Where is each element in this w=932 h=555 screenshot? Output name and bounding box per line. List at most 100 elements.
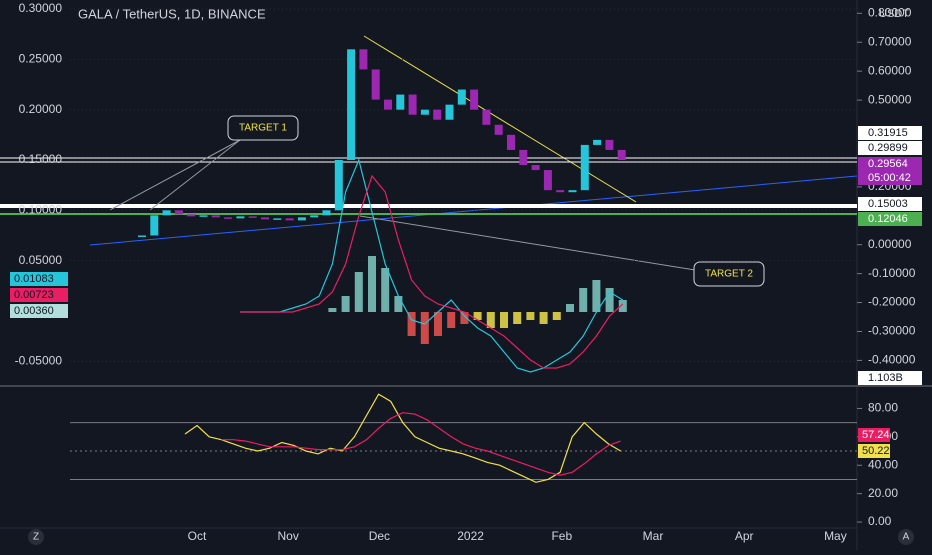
callout-line	[359, 215, 696, 271]
candle	[593, 139, 602, 145]
button[interactable]	[898, 529, 914, 545]
histogram-bar	[341, 296, 350, 312]
histogram-bar	[618, 300, 627, 312]
y-tick-label: 0.00	[868, 514, 892, 528]
price-tag-label: 0.12046	[868, 213, 908, 225]
histogram-bar	[592, 280, 601, 312]
y2-tick-label: 0.60000	[868, 63, 912, 77]
price-tag	[858, 157, 922, 171]
candle	[457, 89, 466, 105]
candle	[507, 134, 515, 150]
y-tick-label: 0.25000	[19, 52, 63, 66]
candle	[261, 217, 269, 220]
callout-box	[227, 115, 299, 141]
histogram-bar	[354, 272, 363, 312]
y2-tick-label: 0.50000	[868, 92, 912, 106]
candle	[150, 215, 159, 236]
candle	[310, 215, 319, 218]
candle	[322, 210, 331, 216]
histogram-bar	[579, 288, 588, 312]
candle	[347, 49, 356, 160]
histogram-bar	[473, 312, 482, 320]
y2-tick-label: 0.70000	[868, 34, 912, 48]
footer-right[interactable]: A	[903, 532, 910, 543]
footer-left[interactable]: Z	[33, 532, 39, 543]
candle	[605, 139, 614, 150]
chart-title: GALA / TetherUS, 1D, BINANCE	[78, 6, 266, 21]
histogram-bar	[605, 288, 614, 312]
trendline	[363, 35, 637, 203]
x-tick-label: Nov	[278, 529, 299, 543]
y-tick-label: 40.00	[868, 457, 898, 471]
callout-box	[693, 261, 765, 287]
candle	[174, 210, 183, 215]
x-tick-label: Dec	[369, 529, 390, 543]
y-tick-label: 0.05000	[19, 253, 63, 267]
macd-line	[240, 174, 624, 369]
y2-tick-label: 0.80000	[868, 5, 912, 19]
histogram-bar	[460, 312, 469, 324]
y2-tick-label: -0.30000	[868, 324, 916, 338]
candle	[236, 216, 245, 219]
candle	[199, 215, 208, 217]
rsi-line	[184, 393, 621, 483]
price-tag-label: 0.15003	[868, 198, 908, 210]
indicator-tag-label: 0.00723	[14, 289, 54, 301]
price-tag	[858, 171, 922, 185]
price-tag-label: 0.29899	[868, 142, 908, 154]
x-tick-label: 2022	[457, 529, 484, 543]
candle	[384, 99, 392, 110]
value-tag	[858, 444, 890, 458]
y2-tick-label: -0.20000	[868, 295, 916, 309]
candle	[396, 94, 405, 110]
histogram-bar	[539, 312, 548, 324]
currency: USDT	[879, 8, 909, 20]
y-tick-label: 20.00	[868, 486, 898, 500]
y-tick-label: 0.20000	[19, 102, 63, 116]
candle	[470, 89, 479, 110]
candle	[371, 69, 380, 100]
histogram-bar	[394, 296, 403, 312]
y-tick-label: 0.10000	[19, 202, 63, 216]
value-tag-label: 57.24	[862, 429, 890, 441]
price-tag	[858, 212, 922, 226]
button[interactable]	[28, 529, 44, 545]
y2-tick-label: -0.10000	[868, 266, 916, 280]
histogram-bar	[526, 312, 535, 320]
price-tag	[858, 371, 922, 385]
histogram-bar	[328, 308, 337, 312]
candle	[531, 165, 540, 171]
y-tick-label: 0.30000	[19, 1, 63, 15]
indicator-tag-label: 0.00360	[14, 305, 54, 317]
y-tick-label: 80.00	[868, 401, 898, 415]
y2-tick-label: -0.40000	[868, 353, 916, 367]
candle	[297, 217, 306, 221]
candle	[224, 217, 233, 219]
price-tag-label: 05:00:42	[868, 172, 911, 184]
candle	[482, 109, 491, 125]
indicator-tag	[10, 288, 68, 302]
histogram-bar	[447, 312, 456, 328]
candle	[273, 218, 282, 220]
histogram-bar	[513, 312, 522, 324]
indicator-tag	[10, 272, 68, 286]
value-tag	[858, 428, 890, 442]
histogram-bar	[552, 312, 561, 320]
indicator-tag	[10, 304, 68, 318]
price-tag-label: 1.103B	[868, 372, 903, 384]
annotation: TARGET 1	[239, 123, 287, 134]
price-tag	[858, 197, 922, 211]
candle	[420, 109, 429, 115]
candle	[580, 144, 589, 191]
candle	[285, 218, 294, 221]
price-tag	[858, 141, 922, 155]
histogram-bar	[486, 312, 495, 328]
histogram-bar	[381, 268, 390, 312]
y2-tick-label: 0.00000	[868, 237, 912, 251]
macd-line	[240, 158, 624, 373]
candle	[359, 49, 368, 70]
x-tick-label: May	[824, 529, 847, 543]
histogram-bar	[420, 312, 429, 344]
